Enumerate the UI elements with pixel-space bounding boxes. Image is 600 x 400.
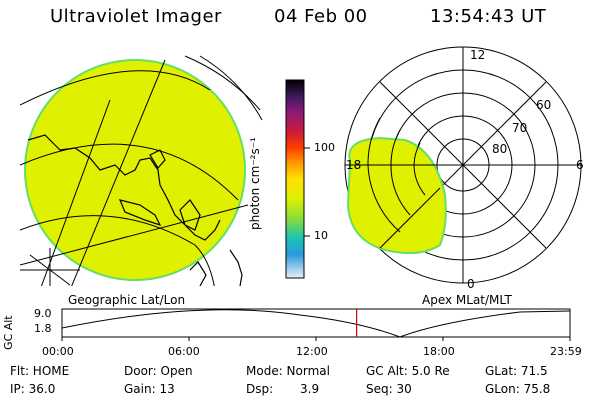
- status-glat: GLat: 71.5: [485, 364, 548, 378]
- colorbar-tick-100: 100: [314, 141, 335, 154]
- lat-line: [20, 70, 211, 106]
- lon-line: [71, 59, 166, 286]
- mlat-80-label: 80: [492, 142, 508, 156]
- status-ip: IP: 36.0: [10, 382, 56, 396]
- app-title: Ultraviolet Imager: [50, 6, 222, 27]
- altitude-y-top: 9.0: [34, 307, 52, 320]
- status-seq: Seq: 30: [366, 382, 412, 396]
- status-dsp-value: 3.9: [300, 382, 320, 396]
- mlt-0-label: 0: [467, 277, 475, 291]
- date-label: 04 Feb 00: [274, 6, 368, 27]
- mlat-70-label: 70: [512, 121, 528, 135]
- lon-line: [20, 204, 249, 266]
- colorbar-gradient: [285, 79, 305, 279]
- status-flight: Flt: HOME: [10, 364, 70, 378]
- altitude-x-tick-2: 12:00: [296, 345, 328, 358]
- status-gain: Gain: 13: [124, 382, 175, 396]
- coastline: [149, 149, 166, 170]
- lat-line: [20, 215, 215, 286]
- status-glon: GLon: 75.8: [485, 382, 551, 396]
- lon-line: [40, 99, 111, 286]
- coastline: [27, 134, 221, 241]
- outer-arc: [184, 55, 261, 111]
- mlat-60-label: 60: [536, 98, 552, 112]
- mlt-12-label: 12: [470, 48, 486, 62]
- altitude-curve: [61, 309, 571, 338]
- coastline: [189, 261, 207, 286]
- altitude-plot-frame: [61, 308, 571, 338]
- altitude-x-tick-4: 23:59: [550, 345, 582, 358]
- outer-arc: [199, 55, 263, 121]
- mlt-6-label: 6: [576, 158, 584, 172]
- pole-marker: [20, 248, 80, 286]
- status-door: Door: Open: [124, 364, 193, 378]
- altitude-y-bottom: 1.8: [34, 322, 52, 335]
- coastline: [229, 249, 243, 286]
- colorbar-tick-10: 10: [314, 229, 328, 242]
- coastline: [179, 199, 201, 231]
- altitude-ticks: [61, 337, 571, 341]
- altitude-x-tick-0: 00:00: [42, 345, 74, 358]
- status-gc-alt: GC Alt: 5.0 Re: [366, 364, 450, 378]
- mlt-18-label: 18: [346, 158, 362, 172]
- altitude-x-tick-1: 06:00: [168, 345, 200, 358]
- altitude-x-tick-3: 18:00: [423, 345, 455, 358]
- coastline: [118, 199, 162, 227]
- status-mode: Mode: Normal: [246, 364, 330, 378]
- polar-grid-overlay: [345, 117, 441, 249]
- lat-line: [20, 143, 239, 201]
- time-label: 13:54:43 UT: [430, 6, 547, 27]
- status-dsp-label: Dsp:: [246, 382, 274, 396]
- geo-caption: Geographic Lat/Lon: [68, 293, 186, 307]
- polar-caption: Apex MLat/MLT: [422, 293, 512, 307]
